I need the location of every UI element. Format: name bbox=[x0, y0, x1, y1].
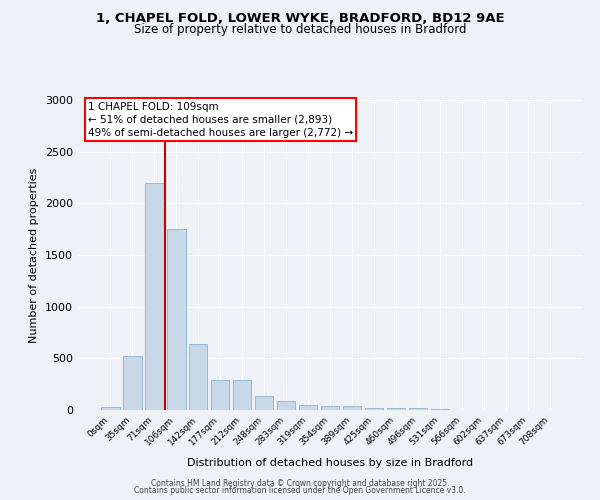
Bar bbox=[145, 182, 164, 410]
Bar bbox=[189, 344, 208, 410]
Bar bbox=[299, 405, 317, 410]
Text: 1, CHAPEL FOLD, LOWER WYKE, BRADFORD, BD12 9AE: 1, CHAPEL FOLD, LOWER WYKE, BRADFORD, BD… bbox=[95, 12, 505, 26]
Bar bbox=[409, 408, 427, 410]
Bar bbox=[123, 356, 142, 410]
Bar bbox=[343, 406, 361, 410]
Text: Contains public sector information licensed under the Open Government Licence v3: Contains public sector information licen… bbox=[134, 486, 466, 495]
Bar bbox=[255, 396, 274, 410]
Bar bbox=[277, 400, 295, 410]
Y-axis label: Number of detached properties: Number of detached properties bbox=[29, 168, 40, 342]
Bar bbox=[167, 229, 185, 410]
Bar bbox=[365, 408, 383, 410]
Bar bbox=[320, 406, 340, 410]
Bar bbox=[386, 408, 405, 410]
X-axis label: Distribution of detached houses by size in Bradford: Distribution of detached houses by size … bbox=[187, 458, 473, 468]
Bar bbox=[101, 408, 119, 410]
Bar bbox=[211, 380, 229, 410]
Text: Size of property relative to detached houses in Bradford: Size of property relative to detached ho… bbox=[134, 22, 466, 36]
Bar bbox=[233, 380, 251, 410]
Text: Contains HM Land Registry data © Crown copyright and database right 2025.: Contains HM Land Registry data © Crown c… bbox=[151, 478, 449, 488]
Text: 1 CHAPEL FOLD: 109sqm
← 51% of detached houses are smaller (2,893)
49% of semi-d: 1 CHAPEL FOLD: 109sqm ← 51% of detached … bbox=[88, 102, 353, 138]
